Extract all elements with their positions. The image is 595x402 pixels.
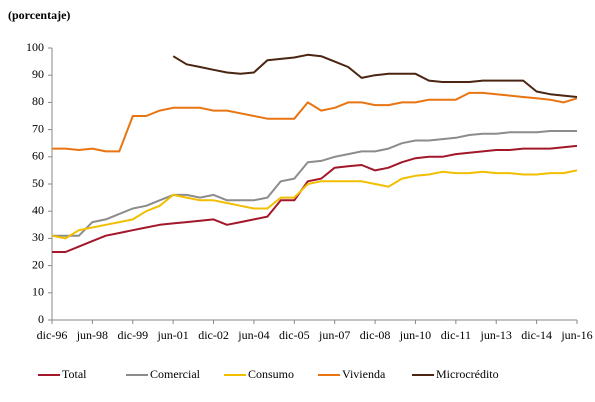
- legend-label: Vivienda: [342, 367, 386, 381]
- series-line: [51, 169, 578, 240]
- y-tick-label: 70: [32, 121, 44, 135]
- legend-label: Microcrédito: [436, 367, 499, 381]
- y-tick-label: 50: [32, 176, 44, 190]
- x-tick-label: jun-98: [76, 328, 108, 342]
- x-tick-label: dic-14: [521, 328, 552, 342]
- legend-label: Comercial: [150, 367, 201, 381]
- series-line: [172, 53, 578, 98]
- legend-label: Consumo: [248, 367, 294, 381]
- x-tick-label: dic-96: [37, 328, 68, 342]
- y-tick-label: 30: [32, 230, 44, 244]
- x-tick-label: jun-07: [318, 328, 350, 342]
- chart-subtitle: (porcentaje): [8, 8, 70, 22]
- series-line: [52, 144, 578, 253]
- series-line: [52, 130, 577, 237]
- y-tick-label: 0: [38, 312, 44, 326]
- x-tick-label: jun-16: [560, 328, 592, 342]
- y-tick-label: 10: [32, 285, 44, 299]
- y-tick-label: 100: [26, 40, 44, 54]
- x-tick-label: dic-11: [441, 328, 471, 342]
- x-tick-label: jun-04: [237, 328, 269, 342]
- x-tick-label: dic-99: [117, 328, 148, 342]
- x-tick-label: jun-13: [480, 328, 512, 342]
- y-tick-label: 90: [32, 67, 44, 81]
- x-tick-label: dic-05: [279, 328, 310, 342]
- x-tick-label: jun-01: [156, 328, 188, 342]
- y-tick-label: 80: [32, 94, 44, 108]
- x-tick-label: dic-02: [198, 328, 229, 342]
- x-tick-label: jun-10: [399, 328, 431, 342]
- y-tick-label: 40: [32, 203, 44, 217]
- y-tick-label: 60: [32, 149, 44, 163]
- legend-label: Total: [62, 367, 87, 381]
- y-tick-label: 20: [32, 257, 44, 271]
- x-tick-label: dic-08: [360, 328, 391, 342]
- series-line: [52, 91, 578, 153]
